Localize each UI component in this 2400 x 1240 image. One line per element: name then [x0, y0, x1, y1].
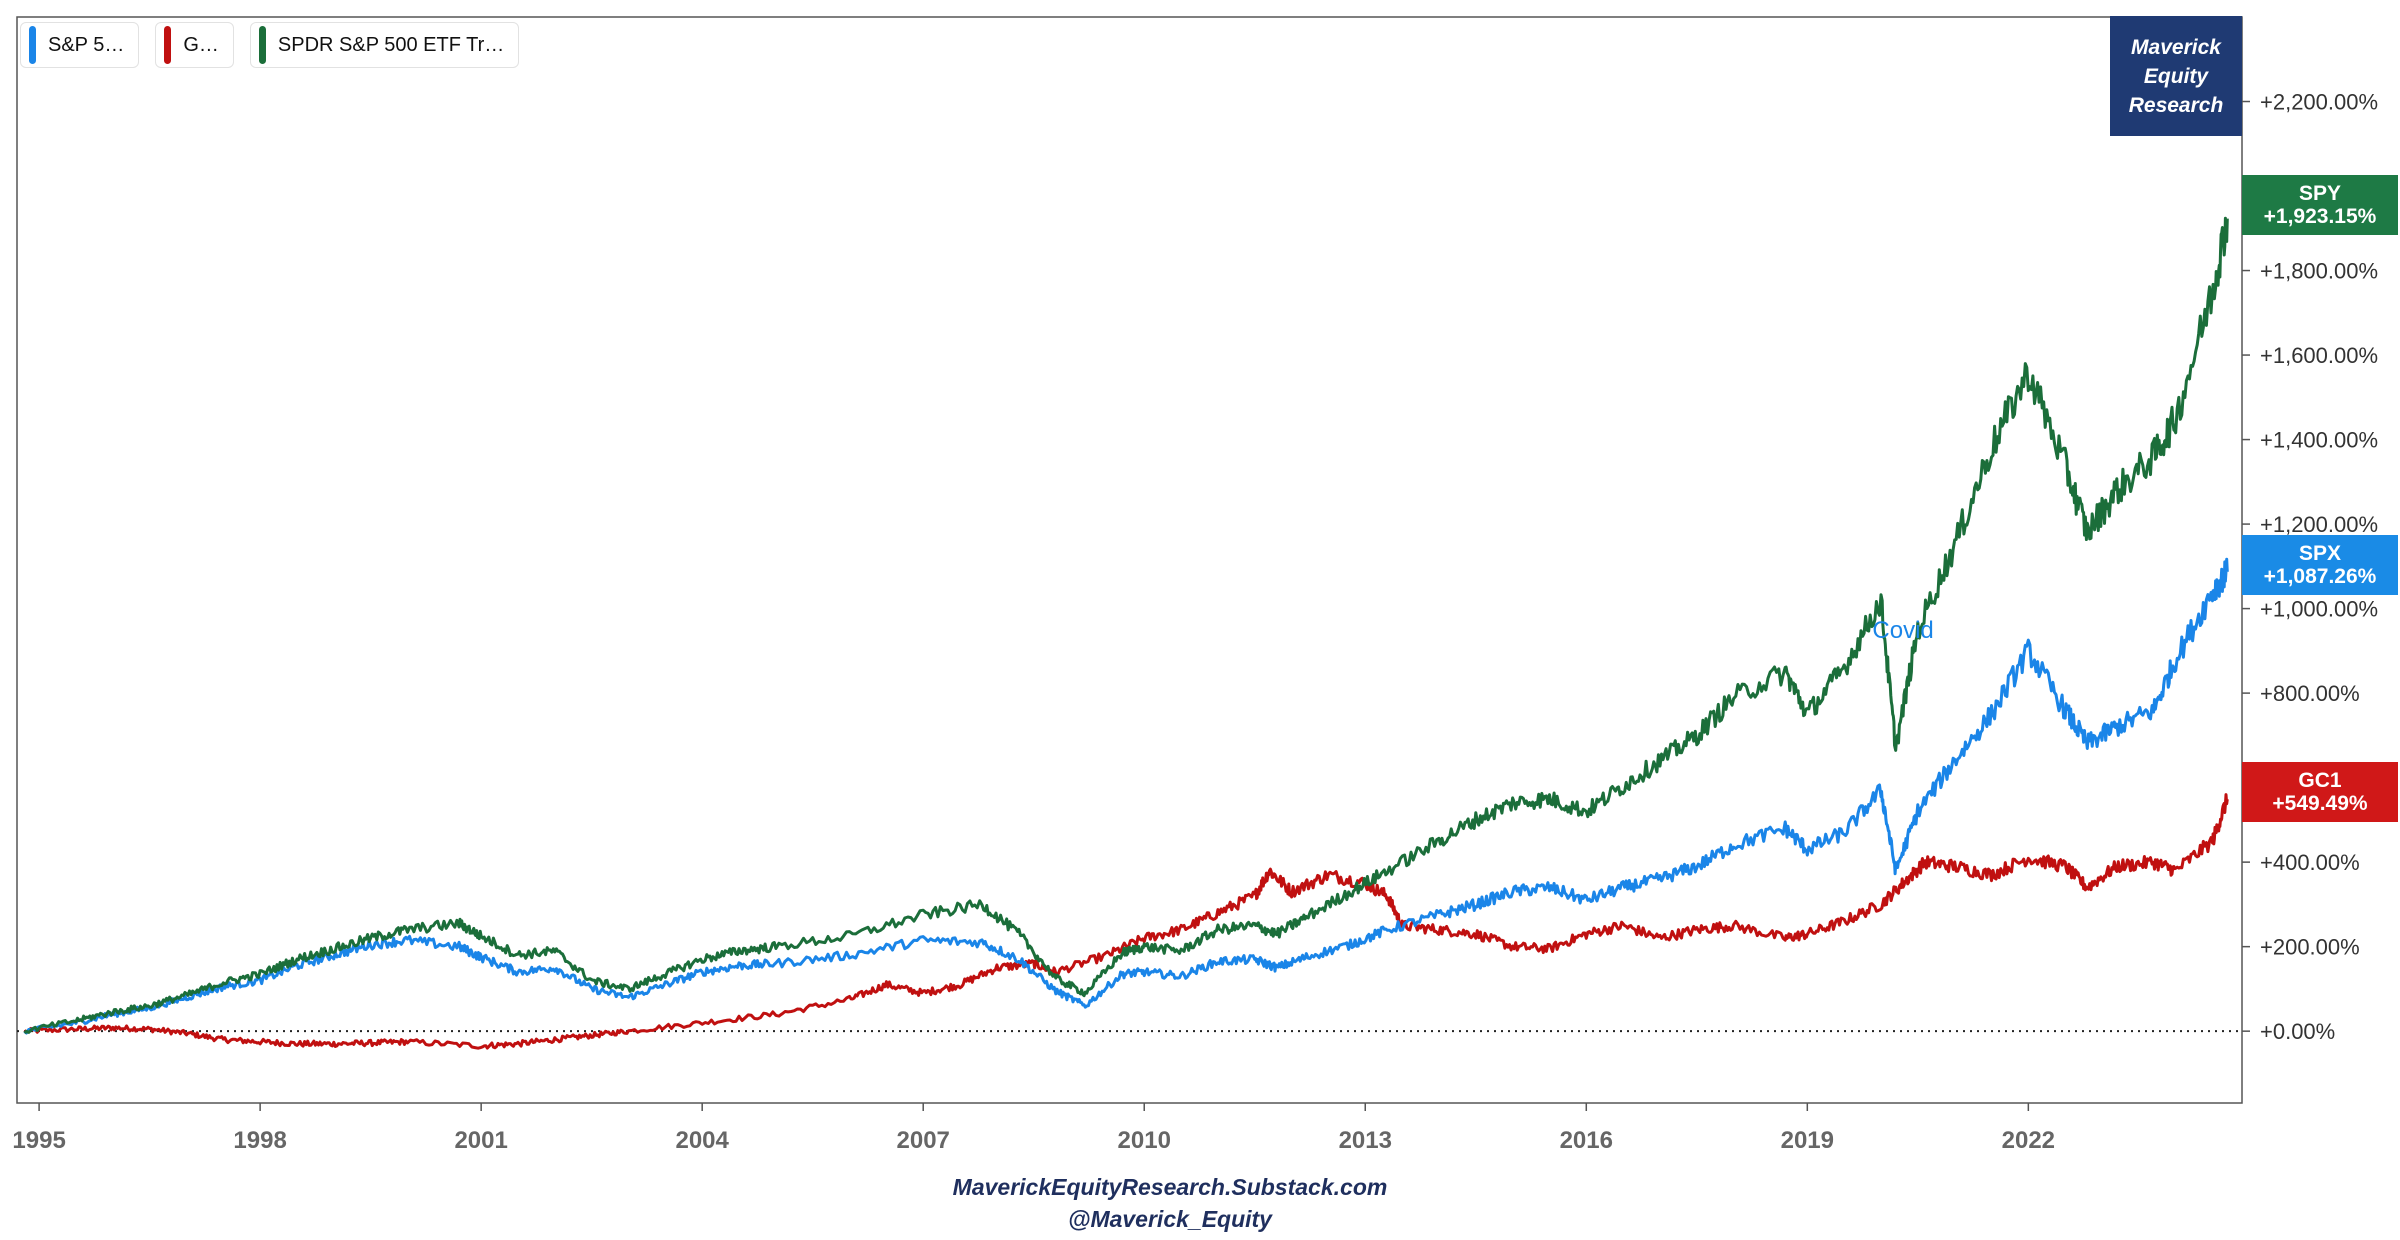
x-tick-label: 2001	[454, 1127, 507, 1154]
legend-label: SPDR S&P 500 ETF Tr…	[277, 33, 505, 56]
series-line-1	[23, 793, 2229, 1050]
brand-line: Equity	[2143, 64, 2209, 88]
brand-line: Research	[2128, 93, 2224, 117]
series-line-0	[23, 557, 2229, 1035]
x-tick-label: 2010	[1118, 1127, 1171, 1154]
y-tick-label: +400.00%	[2260, 850, 2360, 875]
annotations: Covid	[1872, 617, 1933, 644]
x-tick-label: 1995	[12, 1127, 65, 1154]
badge-value: +549.49%	[2272, 792, 2368, 815]
legend-item-sp500[interactable]: S&P 5…	[20, 22, 140, 68]
legend-swatch	[164, 26, 172, 64]
badge-value: +1,923.15%	[2263, 205, 2377, 228]
brand-line: Maverick	[2131, 35, 2221, 59]
legend-label: G…	[183, 33, 219, 56]
series-line-2	[23, 216, 2229, 1035]
footer-handle: @Maverick_Equity	[1068, 1206, 1272, 1232]
legend-label: S&P 5…	[48, 33, 125, 56]
annotation-label: Covid	[1872, 617, 1933, 644]
legend-item-gold[interactable]: G…	[155, 22, 234, 68]
x-tick-label: 2007	[897, 1127, 950, 1154]
x-tick-label: 2004	[675, 1127, 729, 1154]
gc1-value-badge: GC1 +549.49%	[2242, 762, 2398, 822]
badge-value: +1,087.26%	[2263, 565, 2377, 588]
x-axis: 1995 1998 2001 2004 2007 2010 2013 2016 2019 2022	[12, 1103, 2055, 1154]
y-tick-label: +2,200.00%	[2260, 90, 2378, 115]
y-tick-label: +1,400.00%	[2260, 428, 2378, 453]
y-tick-label: +1,000.00%	[2260, 597, 2378, 622]
legend-swatch	[258, 26, 266, 64]
y-tick-label: +1,600.00%	[2260, 343, 2378, 368]
legend: S&P 5… G… SPDR S&P 500 ETF Tr…	[20, 22, 520, 68]
brand-logo: Maverick Equity Research	[2110, 16, 2242, 136]
legend-swatch	[29, 26, 36, 64]
x-tick-label: 1998	[233, 1127, 286, 1154]
legend-item-spy[interactable]: SPDR S&P 500 ETF Tr…	[249, 22, 520, 68]
y-tick-label: +0.00%	[2260, 1019, 2335, 1044]
x-tick-label: 2013	[1339, 1127, 1392, 1154]
badge-ticker: SPY	[2298, 182, 2342, 205]
x-tick-label: 2019	[1781, 1127, 1834, 1154]
spy-value-badge: SPY +1,923.15%	[2242, 175, 2398, 235]
badge-ticker: SPX	[2298, 542, 2342, 565]
y-tick-label: +200.00%	[2260, 935, 2360, 960]
y-tick-label: +1,800.00%	[2260, 259, 2378, 284]
y-tick-label: +800.00%	[2260, 681, 2360, 706]
x-tick-label: 2022	[2002, 1127, 2055, 1154]
badge-ticker: GC1	[2298, 769, 2342, 792]
y-tick-label: +1,200.00%	[2260, 512, 2378, 537]
footer-url: MaverickEquityResearch.Substack.com	[952, 1174, 1388, 1200]
spx-value-badge: SPX +1,087.26%	[2242, 535, 2398, 595]
x-tick-label: 2016	[1560, 1127, 1613, 1154]
series-lines	[23, 216, 2229, 1050]
